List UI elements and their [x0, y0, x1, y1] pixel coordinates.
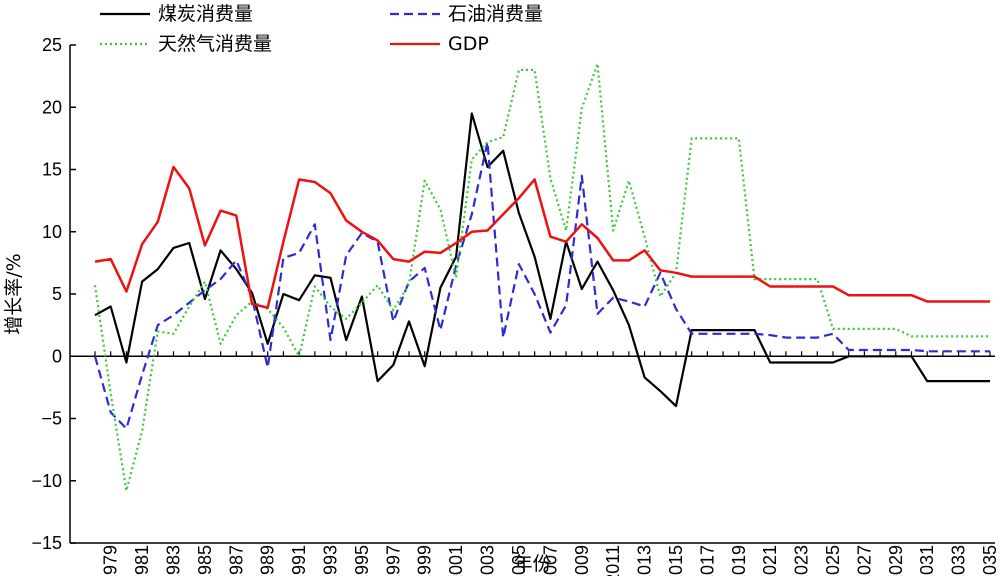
y-ticks: −15 −10 −5 0 5 10 15 20 25 [31, 35, 76, 553]
series-line-3 [94, 165, 990, 309]
x-tick-label: 2029 [886, 545, 906, 576]
x-tick-label: 1983 [164, 545, 184, 576]
x-tick-label: 1989 [258, 545, 278, 576]
x-axis-title: 年份 [513, 553, 551, 575]
y-tick-label: −15 [31, 533, 62, 553]
x-tick-label: 2005 [509, 545, 529, 576]
x-tick-label: 2011 [603, 545, 623, 576]
y-tick-label: 20 [42, 97, 62, 117]
legend-label: 天然气消费量 [158, 33, 272, 55]
x-tick-label: 2013 [635, 545, 655, 576]
legend-label: GDP [448, 33, 489, 55]
series-line-1 [93, 141, 990, 430]
x-tick-label: 2001 [446, 545, 466, 576]
x-tick-label: 2023 [792, 545, 812, 576]
x-tick-label: 1995 [352, 545, 372, 576]
x-tick-label: 2031 [917, 545, 937, 576]
x-tick-label: 2007 [540, 545, 560, 576]
legend-label: 石油消费量 [448, 3, 543, 25]
x-tick-label: 2025 [823, 545, 843, 576]
y-tick-label: 15 [42, 160, 62, 180]
x-tick-label: 1997 [383, 545, 403, 576]
x-tick-label: 2009 [572, 545, 592, 576]
series-line-2 [93, 62, 990, 492]
x-tick-label: 2015 [666, 545, 686, 576]
legend-label: 煤炭消费量 [158, 3, 253, 25]
x-tick-label: 2019 [729, 545, 749, 576]
x-tick-label: 1993 [321, 545, 341, 576]
y-tick-label: −10 [31, 471, 62, 491]
x-tick-label: 2017 [697, 545, 717, 576]
y-tick-label: 25 [42, 35, 62, 55]
x-tick-label: 1981 [132, 545, 152, 576]
x-tick-label: 1979 [101, 545, 121, 576]
x-tick-label: 2027 [854, 545, 874, 576]
x-tick-label: 2033 [949, 545, 969, 576]
series-layer [93, 62, 990, 492]
y-axis-title: 增长率/% [3, 253, 25, 334]
x-tick-label: 1987 [226, 545, 246, 576]
x-ticks: 1979 1981 1983 1985 1987 1989 1991 1993 1995 1997… [94, 351, 1000, 576]
x-tick-label: 1999 [415, 545, 435, 576]
x-tick-label: 1985 [195, 545, 215, 576]
x-tick-label: 2003 [478, 545, 498, 576]
y-tick-label: 10 [42, 222, 62, 242]
x-tick-label: 1991 [289, 545, 309, 576]
x-tick-label: 2035 [980, 545, 1000, 576]
x-tick-label: 2021 [760, 545, 780, 576]
y-tick-label: 5 [52, 284, 62, 304]
y-tick-label: −5 [41, 409, 62, 429]
y-tick-label: 0 [52, 346, 62, 366]
series-line-0 [94, 112, 990, 408]
